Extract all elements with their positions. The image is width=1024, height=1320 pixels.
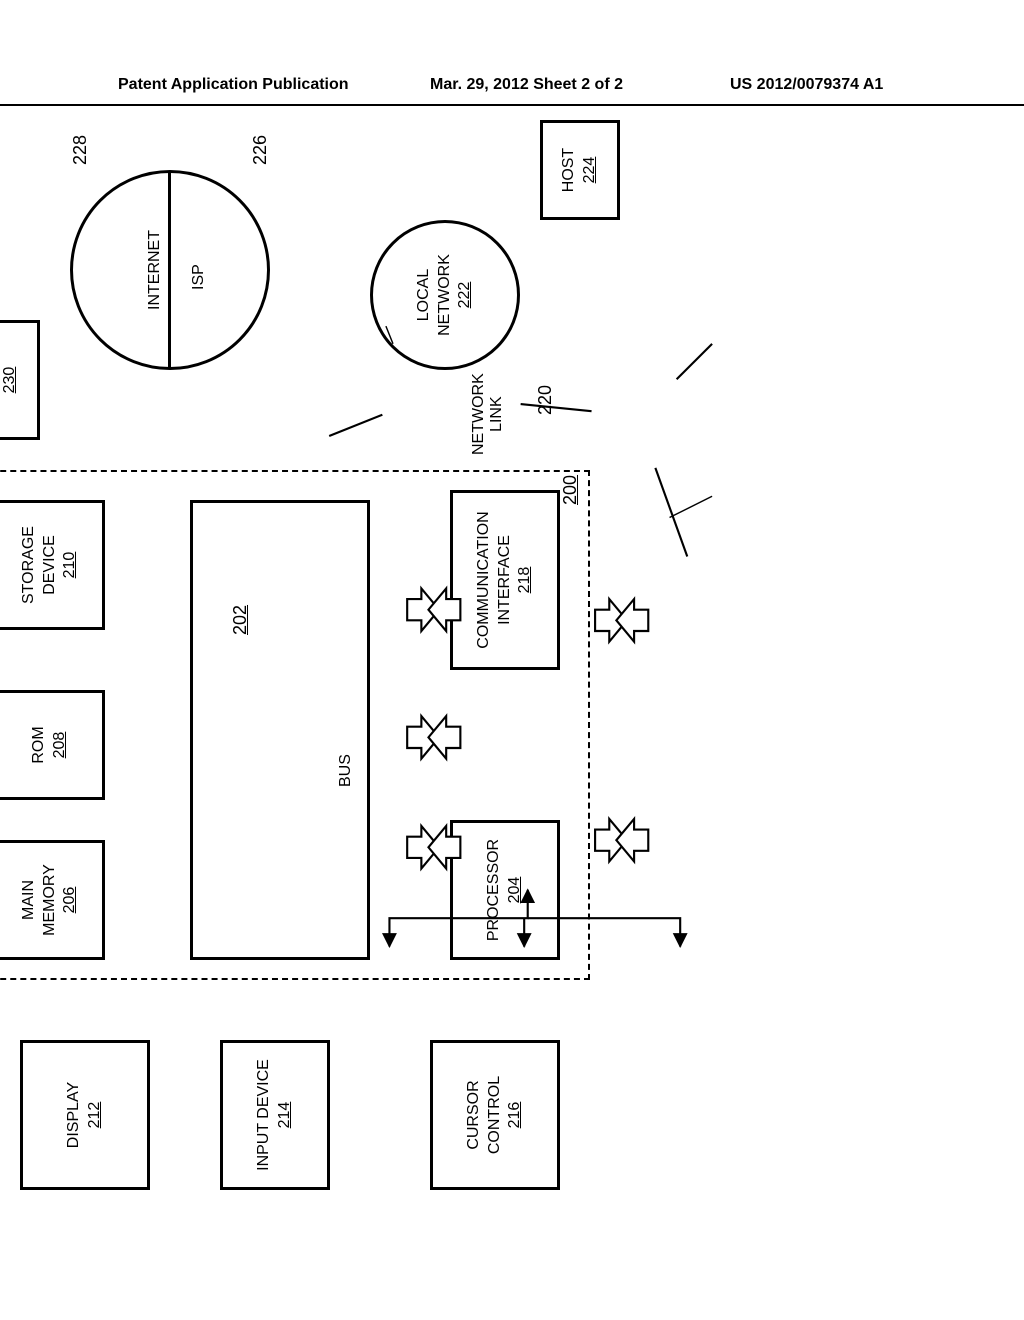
storage-device-ref: 210 <box>60 552 81 579</box>
input-device-ref: 214 <box>275 1102 296 1129</box>
comm-interface-label1: COMMUNICATION <box>474 511 495 648</box>
local-network-label2: NETWORK <box>435 254 456 336</box>
input-device-label: INPUT DEVICE <box>254 1059 275 1171</box>
processor-label: PROCESSOR <box>484 839 505 941</box>
system-ref: 200 <box>560 475 581 505</box>
processor-ref: 204 <box>505 877 526 904</box>
internet-ref: 228 <box>70 135 91 165</box>
header-right: US 2012/0079374 A1 <box>730 76 883 94</box>
internet-divider <box>168 172 171 368</box>
header-left: Patent Application Publication <box>118 76 349 94</box>
processor-box: PROCESSOR 204 <box>450 820 560 960</box>
host-ref: 224 <box>580 157 601 184</box>
comm-interface-ref: 218 <box>515 567 536 594</box>
cursor-control-box: CURSOR CONTROL 216 <box>430 1040 560 1190</box>
storage-device-box: STORAGE DEVICE 210 <box>0 500 105 630</box>
diagram-rotated: FIG. 2 DISPLAY 212 INPUT DEVICE 214 CURS… <box>0 280 1024 1060</box>
page-container: Patent Application Publication Mar. 29, … <box>0 0 1024 1320</box>
isp-ref: 226 <box>250 135 271 165</box>
bus-label: BUS <box>336 754 357 787</box>
network-link-ref: 220 <box>535 385 556 415</box>
storage-device-label2: DEVICE <box>40 535 61 595</box>
bus-box: BUS <box>190 500 370 960</box>
input-device-box: INPUT DEVICE 214 <box>220 1040 330 1190</box>
local-network-circle: LOCAL NETWORK 222 <box>370 220 520 370</box>
main-memory-box: MAIN MEMORY 206 <box>0 840 105 960</box>
rom-label: ROM <box>29 726 50 763</box>
header-bar: Patent Application Publication Mar. 29, … <box>0 76 1024 106</box>
cursor-control-ref: 216 <box>505 1102 526 1129</box>
storage-device-label1: STORAGE <box>19 526 40 604</box>
rom-ref: 208 <box>50 732 71 759</box>
comm-interface-label2: INTERFACE <box>495 535 516 625</box>
header-center: Mar. 29, 2012 Sheet 2 of 2 <box>430 76 623 94</box>
comm-interface-box: COMMUNICATION INTERFACE 218 <box>450 490 560 670</box>
display-box: DISPLAY 212 <box>20 1040 150 1190</box>
isp-label: ISP <box>190 264 208 290</box>
local-network-ref: 222 <box>455 282 476 309</box>
double-arrow-icon <box>595 819 648 862</box>
server-ref: 230 <box>0 367 21 394</box>
internet-label: INTERNET <box>145 230 166 310</box>
local-network-label1: LOCAL <box>414 269 435 321</box>
host-label: HOST <box>559 148 580 192</box>
rom-box: ROM 208 <box>0 690 105 800</box>
main-memory-label2: MEMORY <box>40 864 61 936</box>
cursor-control-label1: CURSOR <box>464 1080 485 1149</box>
double-arrow-icon <box>595 599 648 642</box>
server-box: SERVER 230 <box>0 320 40 440</box>
cursor-control-label2: CONTROL <box>485 1076 506 1154</box>
bus-ref: 202 <box>230 605 251 635</box>
host-box: HOST 224 <box>540 120 620 220</box>
network-link-label: NETWORK LINK <box>470 373 506 455</box>
main-memory-label1: MAIN <box>19 880 40 920</box>
main-memory-ref: 206 <box>60 887 81 914</box>
display-ref: 212 <box>85 1102 106 1129</box>
display-label: DISPLAY <box>64 1082 85 1148</box>
